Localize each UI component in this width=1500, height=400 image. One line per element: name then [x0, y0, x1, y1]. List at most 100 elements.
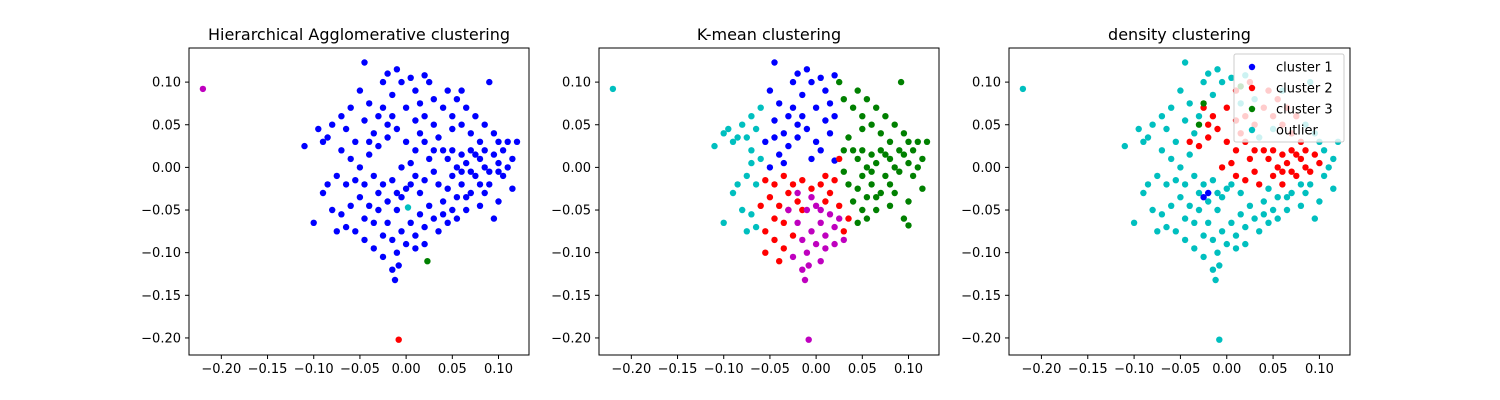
data-point — [467, 147, 474, 154]
data-point — [805, 336, 812, 343]
data-point — [458, 181, 465, 188]
plot-frame — [1008, 47, 1351, 356]
data-point — [734, 134, 741, 141]
data-point — [319, 138, 327, 145]
data-point — [896, 147, 903, 154]
data-point — [873, 206, 880, 214]
data-point — [1205, 134, 1212, 141]
y-tick-label: 0.10 — [152, 76, 181, 91]
data-point — [1232, 147, 1240, 154]
x-tick-label: −0.10 — [294, 362, 334, 377]
data-point — [404, 204, 412, 211]
data-point — [923, 138, 931, 145]
data-point — [389, 91, 396, 99]
data-point — [886, 138, 894, 145]
data-point — [1140, 189, 1147, 197]
data-point — [863, 96, 871, 103]
plot-frame — [598, 47, 940, 356]
data-point — [891, 121, 898, 128]
x-tick-label: 0.10 — [1305, 362, 1334, 377]
data-point — [780, 130, 787, 137]
data-point — [794, 189, 801, 197]
data-point — [426, 202, 433, 209]
data-point — [840, 228, 847, 235]
data-point — [1316, 198, 1323, 205]
data-point — [794, 198, 801, 205]
y-tick-label: −0.15 — [141, 289, 181, 304]
data-point — [1218, 228, 1226, 235]
data-point — [859, 147, 866, 154]
data-point — [897, 78, 905, 86]
data-point — [752, 223, 760, 231]
data-point — [817, 181, 824, 188]
data-point — [1242, 223, 1249, 231]
data-point — [435, 228, 442, 235]
data-point — [1158, 211, 1166, 218]
data-point — [463, 159, 470, 167]
data-point — [1302, 189, 1309, 197]
data-point — [891, 164, 898, 171]
y-tick-label: 0.10 — [562, 76, 591, 91]
data-point — [444, 185, 451, 192]
data-point — [1158, 147, 1166, 154]
data-point — [407, 74, 414, 82]
data-point — [1269, 172, 1277, 180]
data-point — [379, 232, 387, 239]
data-point — [338, 113, 345, 120]
data-point — [481, 147, 488, 154]
data-point — [886, 181, 894, 188]
data-point — [771, 59, 778, 66]
data-point — [873, 104, 880, 111]
data-point — [1279, 168, 1286, 175]
data-point — [831, 223, 838, 231]
data-point — [412, 172, 419, 180]
x-tick-label: −0.05 — [1161, 362, 1201, 377]
data-point — [407, 159, 414, 167]
data-point — [840, 168, 847, 175]
data-point — [1316, 159, 1323, 167]
data-point — [1191, 245, 1198, 252]
data-point — [398, 78, 405, 86]
data-point — [490, 151, 498, 158]
data-point — [1307, 168, 1314, 175]
y-tick-label: 0.00 — [972, 161, 1001, 176]
x-tick-label: 0.10 — [484, 362, 513, 377]
data-point — [1218, 194, 1226, 201]
data-point — [361, 236, 368, 244]
data-point — [361, 215, 368, 222]
data-point — [882, 113, 889, 120]
data-point — [356, 194, 364, 201]
data-point — [395, 262, 402, 269]
data-point — [1302, 147, 1309, 154]
data-point — [1307, 181, 1314, 188]
data-point — [1288, 168, 1295, 175]
data-point — [1302, 164, 1309, 171]
y-tick-label: −0.05 — [961, 204, 1001, 219]
scatter-points — [609, 59, 931, 343]
x-tick-label: −0.10 — [704, 362, 744, 377]
data-point — [776, 202, 783, 209]
y-tick-label: −0.20 — [961, 331, 1001, 346]
data-point — [817, 219, 824, 226]
data-point — [333, 172, 340, 180]
data-point — [495, 159, 502, 167]
data-point — [379, 181, 387, 188]
data-point — [1274, 194, 1281, 201]
data-point — [886, 202, 894, 209]
data-point — [472, 172, 479, 180]
data-point — [1228, 159, 1235, 167]
data-point — [352, 177, 359, 184]
data-point — [1297, 202, 1305, 209]
data-point — [863, 164, 871, 171]
data-point — [449, 147, 456, 154]
data-point — [347, 202, 354, 209]
data-point — [329, 121, 336, 128]
data-point — [743, 134, 750, 141]
data-point — [891, 189, 898, 197]
data-point — [859, 172, 866, 180]
y-tick-label: −0.20 — [141, 331, 181, 346]
data-point — [504, 138, 511, 145]
data-point — [817, 74, 824, 82]
data-point — [301, 142, 308, 150]
data-point — [444, 155, 451, 163]
